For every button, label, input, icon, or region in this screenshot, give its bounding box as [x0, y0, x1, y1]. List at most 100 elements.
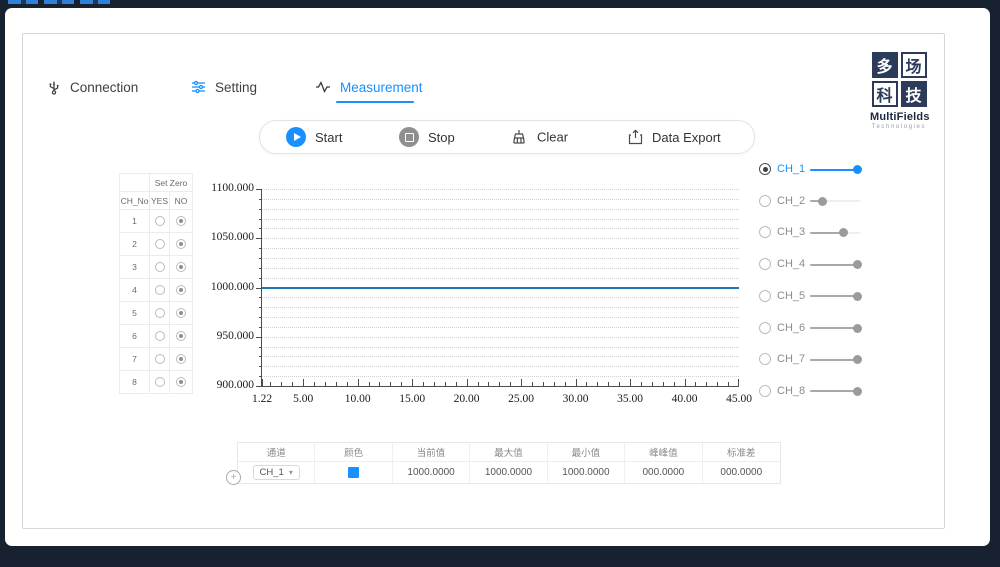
x-axis-minor-tick [423, 382, 425, 386]
channel-number: 2 [119, 232, 150, 256]
zero-table-row: 3 [119, 255, 193, 279]
tab-measurement-label: Measurement [340, 79, 423, 95]
x-tick-label: 40.00 [671, 393, 698, 405]
set-zero-no-radio[interactable] [176, 377, 186, 388]
channel-legend-item[interactable]: CH_3 [759, 224, 860, 240]
clear-button-label: Clear [537, 129, 569, 145]
channel-select-value: CH_1 [259, 467, 284, 478]
channel-slider[interactable] [810, 354, 862, 365]
set-zero-yes-radio[interactable] [154, 239, 165, 250]
y-axis-tick [259, 356, 262, 358]
gridline [262, 356, 739, 358]
channel-slider[interactable] [810, 164, 862, 174]
start-button[interactable]: Start [286, 127, 342, 147]
x-axis-minor-tick [728, 382, 730, 386]
y-axis-tick [259, 228, 262, 230]
zero-table-row: 1 [119, 209, 193, 233]
channel-legend-item[interactable]: CH_2 [759, 193, 860, 209]
stop-button[interactable]: Stop [399, 127, 455, 147]
slider-handle[interactable] [853, 386, 862, 396]
channel-slider[interactable] [810, 323, 862, 333]
set-zero-no-radio[interactable] [176, 308, 186, 319]
x-axis-minor-tick [706, 382, 708, 386]
channel-legend-item[interactable]: CH_6 [759, 320, 862, 336]
channel-legend-item[interactable]: CH_8 [759, 383, 862, 399]
set-zero-yes-radio[interactable] [154, 354, 165, 365]
channel-legend-item[interactable]: CH_5 [759, 288, 862, 304]
gridline [262, 277, 739, 279]
x-axis-major-tick [412, 379, 414, 386]
gridline [262, 228, 739, 230]
logo-square: 场 [900, 52, 927, 78]
channel-slider[interactable] [810, 291, 862, 301]
set-zero-yes-radio[interactable] [154, 216, 165, 227]
clear-button[interactable]: Clear [510, 129, 568, 146]
set-zero-yes-radio[interactable] [154, 377, 165, 388]
slider-handle[interactable] [818, 196, 827, 206]
channel-radio[interactable] [759, 163, 771, 175]
x-axis-minor-tick [281, 382, 283, 386]
channel-legend-item[interactable]: CH_7 [759, 351, 862, 367]
stats-header-cell: 标准差 [727, 448, 756, 459]
channel-radio[interactable] [759, 226, 771, 239]
channel-number: 1 [119, 209, 150, 233]
tab-setting[interactable]: Setting [191, 77, 257, 97]
y-axis-tick [259, 317, 262, 319]
slider-handle[interactable] [853, 355, 862, 365]
data-export-button[interactable]: Data Export [628, 129, 721, 145]
set-zero-yes-radio[interactable] [154, 285, 165, 296]
channel-number: 7 [119, 347, 150, 371]
slider-handle[interactable] [853, 323, 862, 333]
gridline [262, 238, 739, 240]
x-axis-minor-tick [673, 382, 675, 386]
channel-legend-item[interactable]: CH_1 [759, 161, 862, 177]
pulse-icon [315, 80, 331, 94]
channel-legend-item[interactable]: CH_4 [759, 256, 862, 272]
measurement-chart[interactable]: 900.000 950.000 1000.000 1050.000 1100.000 1.… [211, 182, 752, 405]
zero-table-row: 5 [119, 301, 193, 325]
channel-radio[interactable] [759, 321, 771, 334]
set-zero-no-radio[interactable] [176, 216, 186, 227]
x-axis-minor-tick [640, 382, 642, 386]
export-icon [628, 129, 643, 145]
x-axis-major-tick [262, 379, 263, 386]
logo-grid: 多 场 科 技 [871, 52, 927, 107]
set-zero-yes-radio[interactable] [154, 308, 165, 319]
x-axis-minor-tick [379, 382, 381, 386]
x-axis-minor-tick [564, 382, 566, 386]
channel-radio[interactable] [759, 353, 771, 366]
tab-connection[interactable]: Connection [47, 77, 138, 97]
tab-connection-label: Connection [70, 79, 139, 95]
slider-handle[interactable] [853, 291, 862, 301]
channel-label: CH_5 [777, 289, 806, 302]
zero-col-no: NO [169, 191, 193, 210]
set-zero-yes-radio[interactable] [154, 262, 165, 273]
channel-select[interactable]: CH_1 ▾ [252, 465, 300, 480]
color-swatch [348, 467, 360, 478]
slider-handle[interactable] [839, 228, 848, 238]
set-zero-no-radio[interactable] [176, 285, 186, 296]
x-tick-label: 20.00 [453, 393, 480, 405]
logo-name: MultiFields [870, 111, 930, 123]
set-zero-no-radio[interactable] [176, 262, 186, 273]
channel-slider[interactable] [810, 196, 860, 206]
channel-slider[interactable] [810, 386, 862, 396]
channel-slider[interactable] [810, 259, 862, 270]
y-axis-tick [256, 386, 262, 387]
set-zero-yes-radio[interactable] [154, 331, 165, 342]
slider-handle[interactable] [853, 165, 862, 174]
channel-radio[interactable] [759, 258, 771, 271]
set-zero-no-radio[interactable] [176, 331, 186, 342]
std-dev-value: 000.0000 [720, 467, 763, 478]
slider-handle[interactable] [853, 260, 862, 270]
channel-slider[interactable] [810, 227, 860, 238]
add-row-button[interactable]: + [226, 470, 241, 485]
channel-radio[interactable] [759, 289, 771, 302]
channel-label: CH_1 [777, 163, 806, 175]
channel-radio[interactable] [759, 384, 771, 397]
y-tick-label: 1000.000 [210, 280, 254, 293]
channel-radio[interactable] [759, 194, 771, 207]
tab-measurement[interactable]: Measurement [315, 77, 423, 97]
set-zero-no-radio[interactable] [176, 354, 186, 365]
set-zero-no-radio[interactable] [176, 239, 186, 250]
